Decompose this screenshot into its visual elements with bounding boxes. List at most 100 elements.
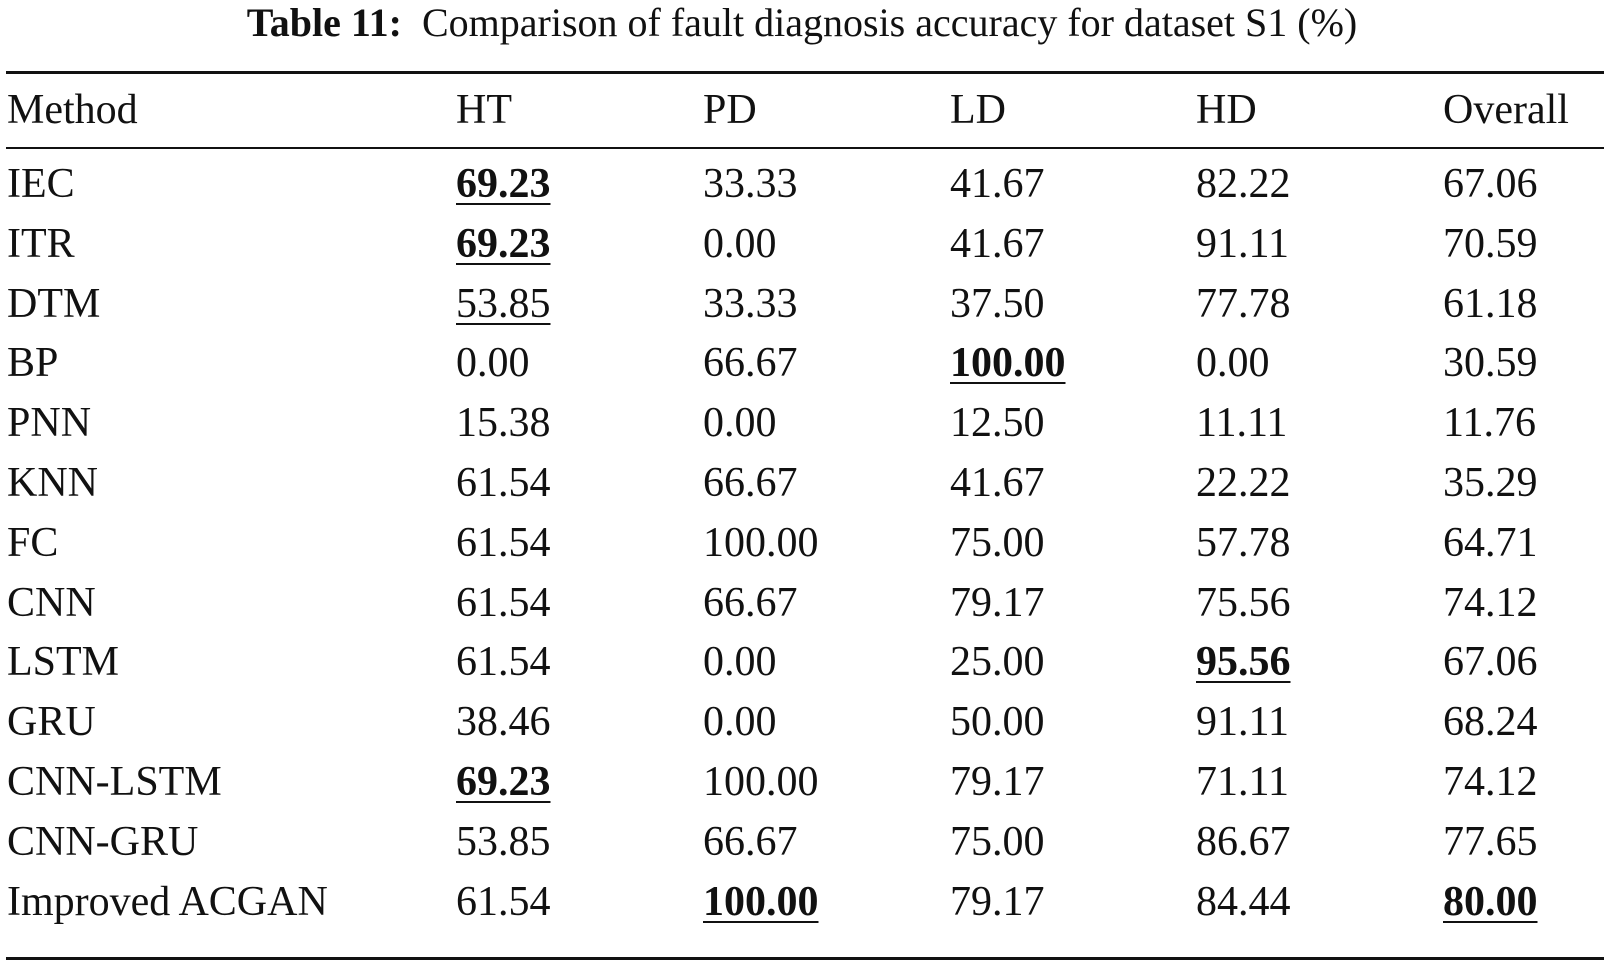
cell-ld: 79.17: [950, 579, 1045, 626]
cell-ht: 53.85: [456, 280, 551, 327]
cell-ld: 100.00: [950, 340, 1066, 387]
table-row: FC 61.54 100.00 75.00 57.78 64.71: [0, 513, 1604, 573]
header-pd: PD: [703, 87, 757, 133]
cell-ht: 69.23: [456, 161, 551, 207]
table-caption-text: Comparison of fault diagnosis accuracy f…: [421, 0, 1358, 45]
cell-pd: 0.00: [703, 699, 777, 746]
cell-pd: 33.33: [703, 161, 798, 207]
cell-ht: 61.54: [456, 460, 551, 506]
cell-overall: 80.00: [1443, 878, 1538, 925]
table-header-row: Method HT PD LD HD Overall: [0, 80, 1604, 140]
cell-overall: 77.65: [1443, 818, 1538, 865]
cell-pd: 66.67: [703, 818, 798, 865]
cell-pd: 66.67: [703, 340, 798, 387]
cell-overall: 70.59: [1443, 220, 1538, 267]
bottom-rule: [6, 957, 1604, 960]
header-rule: [6, 147, 1604, 149]
cell-overall: 64.71: [1443, 519, 1538, 566]
cell-pd: 0.00: [703, 220, 777, 267]
cell-ht: 69.23: [456, 220, 551, 267]
header-ld: LD: [950, 87, 1006, 133]
table-row: DTM 53.85 33.33 37.50 77.78 61.18: [0, 274, 1604, 334]
cell-hd: 86.67: [1196, 818, 1291, 865]
cell-overall: 68.24: [1443, 699, 1538, 746]
cell-method: DTM: [7, 280, 101, 327]
table-row: IEC 69.23 33.33 41.67 82.22 67.06: [0, 154, 1604, 214]
cell-hd: 22.22: [1196, 460, 1291, 506]
cell-method: GRU: [7, 699, 96, 746]
cell-ht: 61.54: [456, 519, 551, 566]
cell-overall: 35.29: [1443, 460, 1538, 506]
cell-method: CNN: [7, 579, 96, 626]
cell-pd: 33.33: [703, 280, 798, 327]
cell-ld: 25.00: [950, 639, 1045, 686]
cell-ld: 79.17: [950, 878, 1045, 925]
cell-hd: 75.56: [1196, 579, 1291, 626]
header-overall: Overall: [1443, 87, 1569, 133]
cell-hd: 91.11: [1196, 699, 1289, 746]
cell-pd: 0.00: [703, 639, 777, 686]
cell-ld: 75.00: [950, 818, 1045, 865]
table-row: CNN 61.54 66.67 79.17 75.56 74.12: [0, 573, 1604, 633]
cell-hd: 77.78: [1196, 280, 1291, 327]
cell-overall: 11.76: [1443, 400, 1536, 447]
cell-ld: 79.17: [950, 759, 1045, 805]
table-row: Improved ACGAN 61.54 100.00 79.17 84.44 80.00: [0, 872, 1604, 932]
cell-method: CNN-GRU: [7, 818, 199, 865]
cell-ld: 75.00: [950, 519, 1045, 566]
cell-ld: 41.67: [950, 161, 1045, 207]
table-row: BP 0.00 66.67 100.00 0.00 30.59: [0, 333, 1604, 393]
cell-ht: 15.38: [456, 400, 551, 447]
cell-hd: 84.44: [1196, 878, 1291, 925]
cell-hd: 71.11: [1196, 759, 1289, 805]
cell-overall: 67.06: [1443, 639, 1538, 686]
cell-ht: 61.54: [456, 639, 551, 686]
cell-ld: 41.67: [950, 220, 1045, 267]
cell-method: IEC: [7, 161, 75, 207]
cell-overall: 61.18: [1443, 280, 1538, 327]
header-method: Method: [7, 87, 138, 133]
table-row: CNN-LSTM 69.23 100.00 79.17 71.11 74.12: [0, 752, 1604, 812]
cell-hd: 11.11: [1196, 400, 1288, 447]
cell-method: PNN: [7, 400, 92, 447]
cell-method: CNN-LSTM: [7, 759, 222, 805]
cell-ld: 37.50: [950, 280, 1045, 327]
cell-method: KNN: [7, 460, 98, 506]
cell-ht: 69.23: [456, 759, 551, 805]
cell-ht: 61.54: [456, 878, 551, 925]
cell-overall: 67.06: [1443, 161, 1538, 207]
cell-ht: 61.54: [456, 579, 551, 626]
cell-hd: 82.22: [1196, 161, 1291, 207]
table-row: KNN 61.54 66.67 41.67 22.22 35.29: [0, 453, 1604, 513]
cell-hd: 0.00: [1196, 340, 1270, 387]
top-rule: [6, 71, 1604, 74]
cell-pd: 100.00: [703, 759, 819, 805]
cell-hd: 95.56: [1196, 639, 1291, 686]
cell-ht: 0.00: [456, 340, 530, 387]
cell-pd: 100.00: [703, 878, 819, 925]
cell-hd: 57.78: [1196, 519, 1291, 566]
cell-hd: 91.11: [1196, 220, 1289, 267]
cell-pd: 100.00: [703, 519, 819, 566]
cell-method: Improved ACGAN: [7, 878, 328, 925]
table-row: GRU 38.46 0.00 50.00 91.11 68.24: [0, 692, 1604, 752]
cell-overall: 74.12: [1443, 759, 1538, 805]
cell-ld: 50.00: [950, 699, 1045, 746]
cell-ht: 53.85: [456, 818, 551, 865]
table-caption: Table 11: Comparison of fault diagnosis …: [0, 0, 1604, 46]
cell-pd: 66.67: [703, 579, 798, 626]
cell-method: BP: [7, 340, 59, 387]
cell-overall: 30.59: [1443, 340, 1538, 387]
header-hd: HD: [1196, 87, 1257, 133]
cell-method: ITR: [7, 220, 75, 267]
cell-ld: 41.67: [950, 460, 1045, 506]
header-ht: HT: [456, 87, 512, 133]
table-row: PNN 15.38 0.00 12.50 11.11 11.76: [0, 393, 1604, 453]
cell-pd: 0.00: [703, 400, 777, 447]
table-row: ITR 69.23 0.00 41.67 91.11 70.59: [0, 214, 1604, 274]
cell-overall: 74.12: [1443, 579, 1538, 626]
cell-ld: 12.50: [950, 400, 1045, 447]
cell-method: FC: [7, 519, 59, 566]
table-label: Table 11:: [246, 0, 402, 45]
table-row: LSTM 61.54 0.00 25.00 95.56 67.06: [0, 632, 1604, 692]
